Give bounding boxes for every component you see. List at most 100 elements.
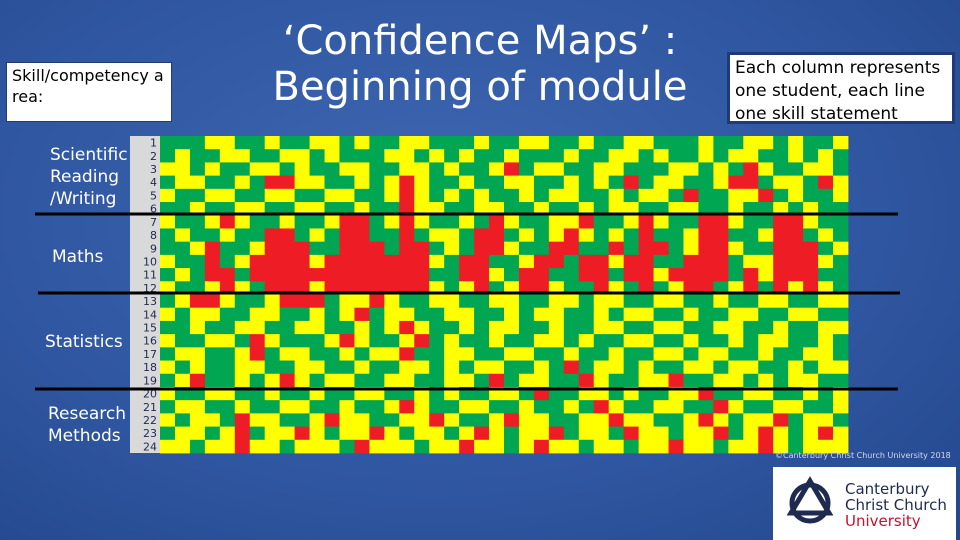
heatmap-cell	[399, 215, 415, 229]
heatmap-cell	[414, 307, 430, 322]
heatmap-cell	[578, 347, 595, 361]
heatmap-cell	[698, 307, 714, 322]
heatmap-cell	[803, 215, 819, 229]
heatmap-cell	[803, 281, 819, 295]
heatmap-cell	[548, 228, 565, 243]
heatmap-cell	[758, 188, 774, 203]
heatmap-cell	[160, 307, 176, 322]
heatmap-cell	[563, 400, 580, 414]
heatmap-cell	[354, 400, 370, 414]
heatmap-cell	[174, 254, 191, 269]
heatmap-cell	[803, 202, 819, 216]
heatmap-cell	[563, 136, 580, 150]
heatmap-cell	[160, 281, 176, 295]
heatmap-cell	[788, 215, 804, 229]
heatmap-cell	[354, 268, 370, 282]
heatmap-cell	[638, 215, 654, 229]
heatmap-cell	[429, 281, 445, 295]
heatmap-cell	[698, 149, 714, 163]
heatmap-cell	[623, 320, 640, 335]
heatmap-cell	[219, 294, 236, 309]
heatmap-cell	[638, 294, 654, 309]
heatmap-cell	[803, 228, 819, 243]
heatmap-cell	[189, 175, 206, 190]
heatmap-cell	[234, 307, 251, 322]
heatmap-cell	[489, 320, 505, 335]
heatmap-cell	[728, 334, 744, 348]
heatmap-cell	[533, 294, 550, 309]
heatmap-cell	[788, 202, 804, 216]
heatmap-cell	[204, 439, 221, 454]
note: Each column represents one student, each…	[727, 52, 955, 124]
row-label: 19	[143, 374, 157, 387]
heatmap-cell	[369, 162, 385, 177]
heatmap-cell	[653, 254, 669, 269]
heatmap-cell	[189, 347, 206, 361]
heatmap-cell	[593, 228, 610, 243]
heatmap-cell	[294, 320, 310, 335]
heatmap-cell	[309, 268, 325, 282]
heatmap-cell	[758, 136, 774, 150]
heatmap-cell	[504, 347, 520, 361]
heatmap-cell	[563, 307, 580, 322]
heatmap-cell	[833, 373, 849, 388]
heatmap-cell	[518, 320, 535, 335]
heatmap-cell	[444, 281, 460, 295]
heatmap-cell	[833, 241, 849, 256]
heatmap-cell	[713, 268, 729, 282]
heatmap-cell	[504, 254, 520, 269]
heatmap-cell	[504, 334, 520, 348]
heatmap-cell	[533, 439, 550, 454]
heatmap-cell	[773, 347, 789, 361]
heatmap-cell	[713, 426, 729, 441]
heatmap-cell	[698, 228, 714, 243]
heatmap-cell	[444, 360, 460, 375]
heatmap-cell	[698, 360, 714, 375]
heatmap-cell	[174, 413, 191, 427]
heatmap-cell	[489, 426, 505, 441]
heatmap-cell	[264, 373, 281, 388]
heatmap-cell	[219, 439, 236, 454]
heatmap-cell	[638, 400, 654, 414]
heatmap-cell	[743, 241, 759, 256]
heatmap-cell	[818, 347, 834, 361]
heatmap-cell	[563, 413, 580, 427]
heatmap-cell	[563, 228, 580, 243]
area-label: Maths	[52, 247, 104, 267]
heatmap-cell	[683, 360, 699, 375]
heatmap-cell	[474, 136, 490, 150]
heatmap-cell	[818, 268, 834, 282]
heatmap-cell	[429, 149, 445, 163]
heatmap-cell	[459, 400, 475, 414]
heatmap-cell	[459, 254, 475, 269]
heatmap-cell	[204, 426, 221, 441]
heatmap-cell	[623, 202, 640, 216]
heatmap-cell	[189, 136, 206, 150]
heatmap-cell	[608, 307, 625, 322]
heatmap-cell	[324, 413, 340, 427]
heatmap-cell	[548, 149, 565, 163]
heatmap-cell	[728, 347, 744, 361]
heatmap-cell	[174, 241, 191, 256]
heatmap-cell	[818, 360, 834, 375]
heatmap-cell	[773, 413, 789, 427]
heatmap-cell	[459, 268, 475, 282]
heatmap-cell	[249, 320, 266, 335]
heatmap-cell	[578, 162, 595, 177]
heatmap-cell	[713, 162, 729, 177]
heatmap-cell	[504, 320, 520, 335]
heatmap-cell	[429, 228, 445, 243]
heatmap-cell	[758, 149, 774, 163]
heatmap-cell	[713, 175, 729, 190]
heatmap-cell	[160, 162, 176, 177]
heatmap-cell	[698, 202, 714, 216]
heatmap-cell	[174, 426, 191, 441]
heatmap-cell	[638, 439, 654, 454]
heatmap-cell	[818, 241, 834, 256]
heatmap-cell	[279, 373, 296, 388]
logo-text: Canterbury	[845, 480, 930, 498]
heatmap-cell	[429, 136, 445, 150]
heatmap-cell	[429, 413, 445, 427]
heatmap-cell	[474, 268, 490, 282]
heatmap-cell	[728, 202, 744, 216]
